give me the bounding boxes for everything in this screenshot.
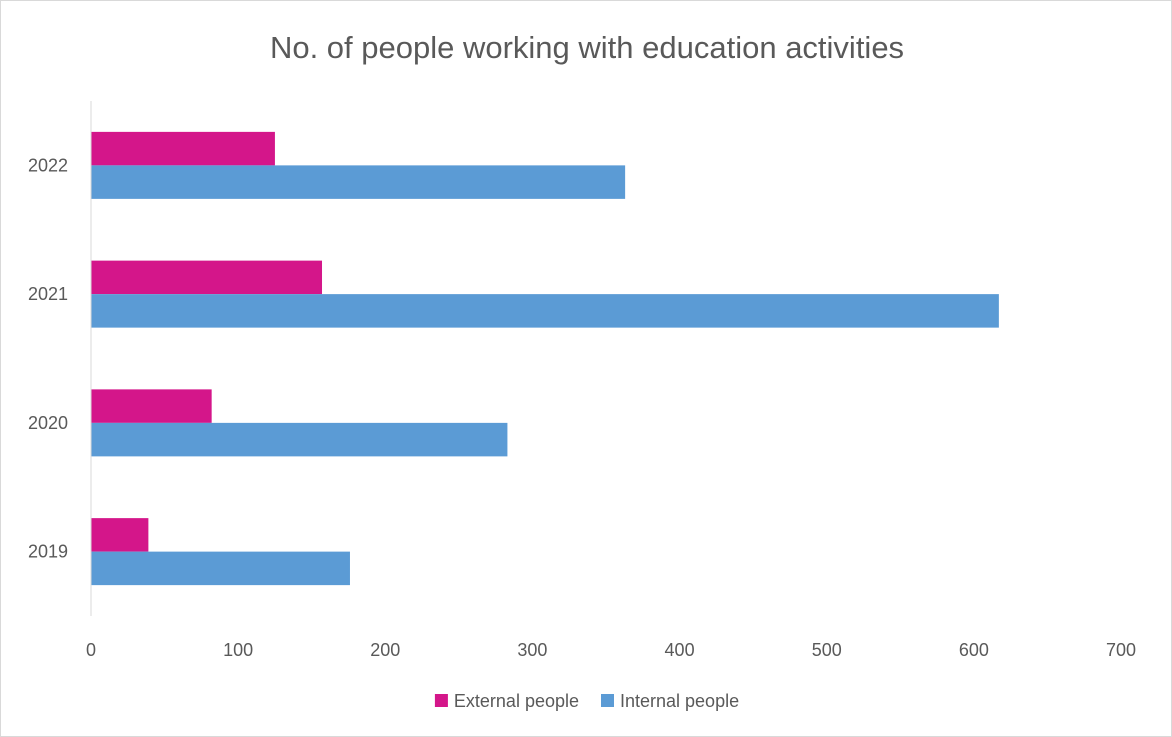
- legend-label-internal-people: Internal people: [620, 691, 739, 711]
- value-tick-label-500: 500: [812, 640, 842, 660]
- bar-external-people-2022: [91, 131, 275, 166]
- bar-internal-people-2021: [91, 294, 999, 328]
- bar-internal-people-2022: [91, 165, 626, 199]
- legend: External people Internal people: [434, 691, 739, 711]
- category-label-2020: 2020: [28, 413, 68, 433]
- value-tick-label-400: 400: [665, 640, 695, 660]
- category-labels: 2019 2020 2021 2022: [28, 155, 68, 561]
- chart-title: No. of people working with education act…: [270, 30, 904, 65]
- legend-label-external-people: External people: [454, 691, 579, 711]
- bars-layer: [91, 131, 999, 586]
- category-label-2021: 2021: [28, 284, 68, 304]
- value-axis-tick-labels: 0 100 200 300 400 500 600 700: [86, 640, 1136, 660]
- bar-internal-people-2019: [91, 551, 350, 586]
- value-tick-label-700: 700: [1106, 640, 1136, 660]
- value-tick-label-100: 100: [223, 640, 253, 660]
- bar-internal-people-2020: [91, 422, 508, 457]
- value-tick-label-300: 300: [517, 640, 547, 660]
- bar-external-people-2021: [91, 260, 323, 295]
- legend-swatch-internal-people: [601, 694, 614, 707]
- category-label-2019: 2019: [28, 542, 68, 562]
- value-tick-label-0: 0: [86, 640, 96, 660]
- value-tick-label-200: 200: [370, 640, 400, 660]
- bar-external-people-2019: [91, 518, 149, 552]
- category-label-2022: 2022: [28, 155, 68, 175]
- legend-swatch-external-people: [434, 694, 448, 707]
- value-tick-label-600: 600: [959, 640, 989, 660]
- bar-external-people-2020: [91, 389, 212, 423]
